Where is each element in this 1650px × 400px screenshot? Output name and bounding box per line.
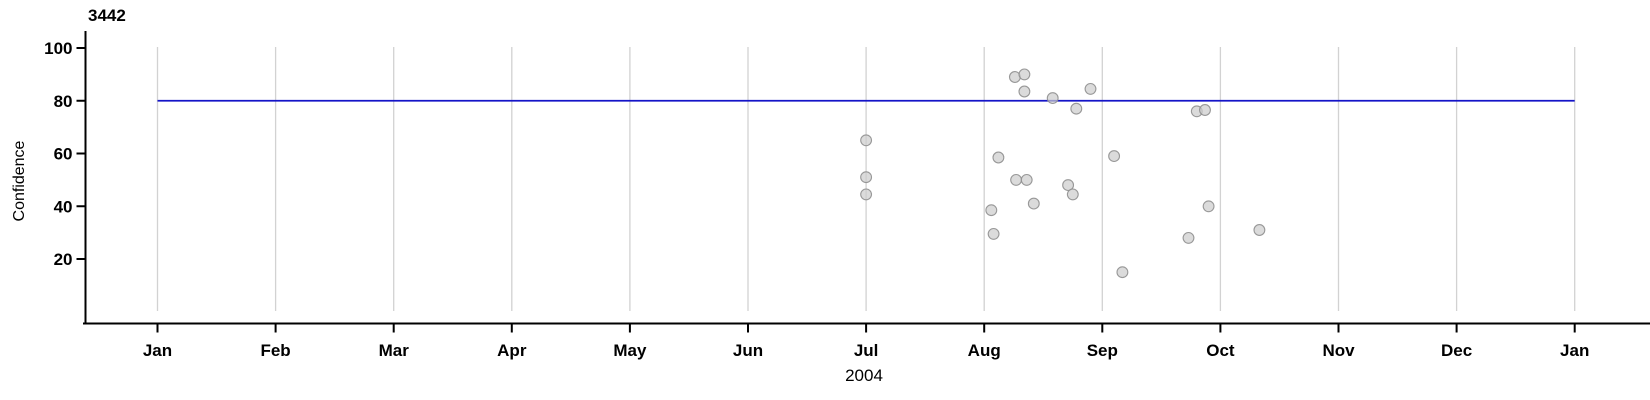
month-tick-label: Jan [1560,341,1589,360]
month-tick-label: Jul [854,341,879,360]
y-axis-tick-label: 20 [54,250,73,269]
data-point [1020,173,1033,186]
data-point [1010,173,1023,186]
month-tick-label: Jun [733,341,763,360]
month-tick-label: Mar [379,341,410,360]
y-axis-tick-label: 40 [54,197,73,216]
data-point [1182,231,1195,244]
y-axis-label: Confidence [11,140,28,222]
y-axis-tick-label: 80 [54,92,73,111]
data-point [992,151,1005,164]
data-point [1108,150,1121,163]
data-point [1199,104,1211,116]
data-point [985,204,998,217]
data-point [1027,197,1040,210]
data-point [1018,85,1031,98]
data-point [1062,179,1075,192]
data-point [1253,224,1266,236]
data-point [1066,188,1079,201]
data-point [860,171,873,184]
month-tick-label: Dec [1441,341,1472,360]
month-tick-label: Feb [260,341,290,360]
month-tick-label: Aug [968,341,1001,360]
data-point [1084,82,1097,95]
data-point [1202,200,1215,213]
data-point [1070,102,1083,115]
chart-title: 3442 [88,6,126,25]
data-point [860,134,873,147]
month-tick-label: Sep [1087,341,1118,360]
x-axis-year-label: 2004 [845,366,883,385]
month-tick-label: Jan [143,341,172,360]
y-axis-tick-label: 60 [54,145,73,164]
y-axis-tick-label: 100 [44,39,72,58]
data-point [1116,266,1129,279]
month-tick-label: Nov [1322,341,1355,360]
month-tick-label: May [613,341,647,360]
month-tick-label: Oct [1206,341,1235,360]
month-tick-label: Apr [497,341,527,360]
data-point [860,188,873,201]
data-point [1046,92,1059,105]
data-point [1018,68,1031,81]
data-point [987,227,1000,240]
